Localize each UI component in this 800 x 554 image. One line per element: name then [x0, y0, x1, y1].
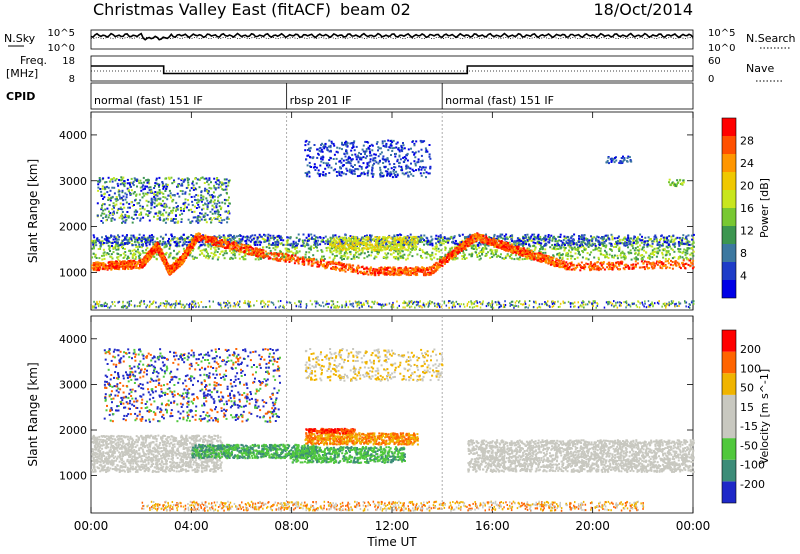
- vel-ytick-label: 2000: [59, 424, 87, 437]
- power-colorbar-tick: 4: [740, 270, 747, 283]
- freq-tick-right-bottom: 0: [708, 74, 714, 85]
- cpid-label: CPID: [6, 90, 35, 103]
- vel-colorbar-segment: [722, 395, 736, 417]
- vel-echo-region: [305, 348, 444, 382]
- power-colorbar-segment: [722, 226, 736, 244]
- xtick-label: 00:00: [74, 519, 109, 533]
- vel-colorbar-tick: 200: [740, 343, 761, 356]
- noise-tick-right-top: 10^5: [708, 28, 735, 39]
- power-colorbar-tick: 20: [740, 180, 754, 193]
- vel-echo-region: [141, 501, 644, 512]
- power-colorbar-segment: [722, 190, 736, 208]
- power-colorbar-tick: 28: [740, 135, 754, 148]
- vel-echo-region: [104, 348, 281, 423]
- vel-ytick-label: 4000: [59, 333, 87, 346]
- vel-colorbar-segment: [722, 330, 736, 352]
- power-ytick-label: 4000: [59, 129, 87, 142]
- power-colorbar-segment: [722, 280, 736, 298]
- frequency-line: [91, 66, 693, 74]
- power-ytick-label: 2000: [59, 221, 87, 234]
- beam-label: beam 02: [340, 0, 411, 19]
- cpid-segment-label: rbsp 201 IF: [290, 94, 352, 107]
- vel-colorbar-segment: [722, 373, 736, 395]
- vel-colorbar-tick: -50: [740, 439, 758, 452]
- xtick-label: 12:00: [375, 519, 410, 533]
- noise-sky-label: N.Sky: [4, 32, 36, 45]
- noise-panel-frame: [91, 30, 693, 49]
- frequency-lines: [91, 66, 693, 74]
- vel-echo-region: [305, 428, 356, 435]
- freq-tick-left-top: 18: [62, 56, 75, 67]
- vel-echo-region: [467, 439, 695, 473]
- power-colorbar-segment: [722, 172, 736, 190]
- power-ylabel: Slant Range [km]: [26, 159, 40, 263]
- date-label: 18/Oct/2014: [593, 0, 693, 19]
- heatmap-layer: [91, 140, 695, 512]
- cpid-segment-label: normal (fast) 151 IF: [445, 94, 554, 107]
- xtick-label: 00:00: [676, 519, 711, 533]
- vel-colorbar-segment: [722, 438, 736, 460]
- power-echo-region: [97, 176, 231, 224]
- power-colorbar-segment: [722, 136, 736, 154]
- power-ytick-label: 1000: [59, 266, 87, 279]
- vel-colorbar-tick: 15: [740, 401, 754, 414]
- noise-tick-left-top: 10^5: [48, 28, 75, 39]
- colorbars: [722, 118, 736, 503]
- power-echo-region: [605, 156, 632, 165]
- power-echo-region: [304, 140, 431, 179]
- vel-ytick-label: 1000: [59, 470, 87, 483]
- power-colorbar-segment: [722, 154, 736, 172]
- noise-search-line: [91, 37, 693, 38]
- vel-colorbar-tick: -15: [740, 420, 758, 433]
- vel-echo-region: [305, 432, 419, 445]
- power-colorbar-segment: [722, 208, 736, 226]
- vel-colorbar-segment: [722, 417, 736, 439]
- power-echo-region: [92, 300, 695, 309]
- power-echo-region: [668, 179, 685, 188]
- power-colorbar-tick: 12: [740, 225, 754, 238]
- xtick-label: 04:00: [174, 519, 209, 533]
- xlabel: Time UT: [366, 535, 417, 549]
- vel-echo-region: [91, 435, 223, 473]
- vel-colorbar-tick: 50: [740, 382, 754, 395]
- xtick-label: 20:00: [575, 519, 610, 533]
- freq-tick-left-bottom: 8: [69, 74, 75, 85]
- freq-unit-label: [MHz]: [6, 67, 38, 80]
- noise-tick-left-bottom: 10^0: [48, 43, 75, 54]
- power-colorbar-label: Power [dB]: [758, 178, 771, 238]
- noise-sky-line: [91, 34, 693, 40]
- vel-colorbar-tick: -200: [740, 478, 765, 491]
- power-colorbar-tick: 8: [740, 247, 747, 260]
- plot-title: Christmas Valley East (fitACF): [93, 0, 331, 19]
- power-colorbar-tick: 16: [740, 202, 754, 215]
- freq-panel-frame: [91, 56, 693, 81]
- nave-label: Nave: [746, 62, 774, 75]
- power-colorbar-segment: [722, 244, 736, 262]
- freq-label: Freq.: [20, 54, 47, 67]
- xtick-label: 16:00: [475, 519, 510, 533]
- noise-lines: [91, 34, 693, 40]
- vel-colorbar-segment: [722, 352, 736, 374]
- vel-colorbar-segment: [722, 460, 736, 482]
- vel-ytick-label: 3000: [59, 378, 87, 391]
- vel-colorbar-label: Velocity [m s^-1]: [758, 369, 771, 464]
- xtick-label: 08:00: [274, 519, 309, 533]
- noise-search-label: N.Search: [746, 32, 796, 45]
- noise-tick-right-bottom: 10^0: [708, 43, 735, 54]
- power-colorbar-tick: 24: [740, 157, 754, 170]
- vel-ylabel: Slant Range [km]: [26, 362, 40, 466]
- power-ytick-label: 3000: [59, 175, 87, 188]
- cpid-segment-label: normal (fast) 151 IF: [94, 94, 203, 107]
- power-colorbar-segment: [722, 118, 736, 136]
- freq-tick-right-top: 60: [708, 56, 721, 67]
- vel-colorbar-segment: [722, 481, 736, 503]
- power-colorbar-segment: [722, 262, 736, 280]
